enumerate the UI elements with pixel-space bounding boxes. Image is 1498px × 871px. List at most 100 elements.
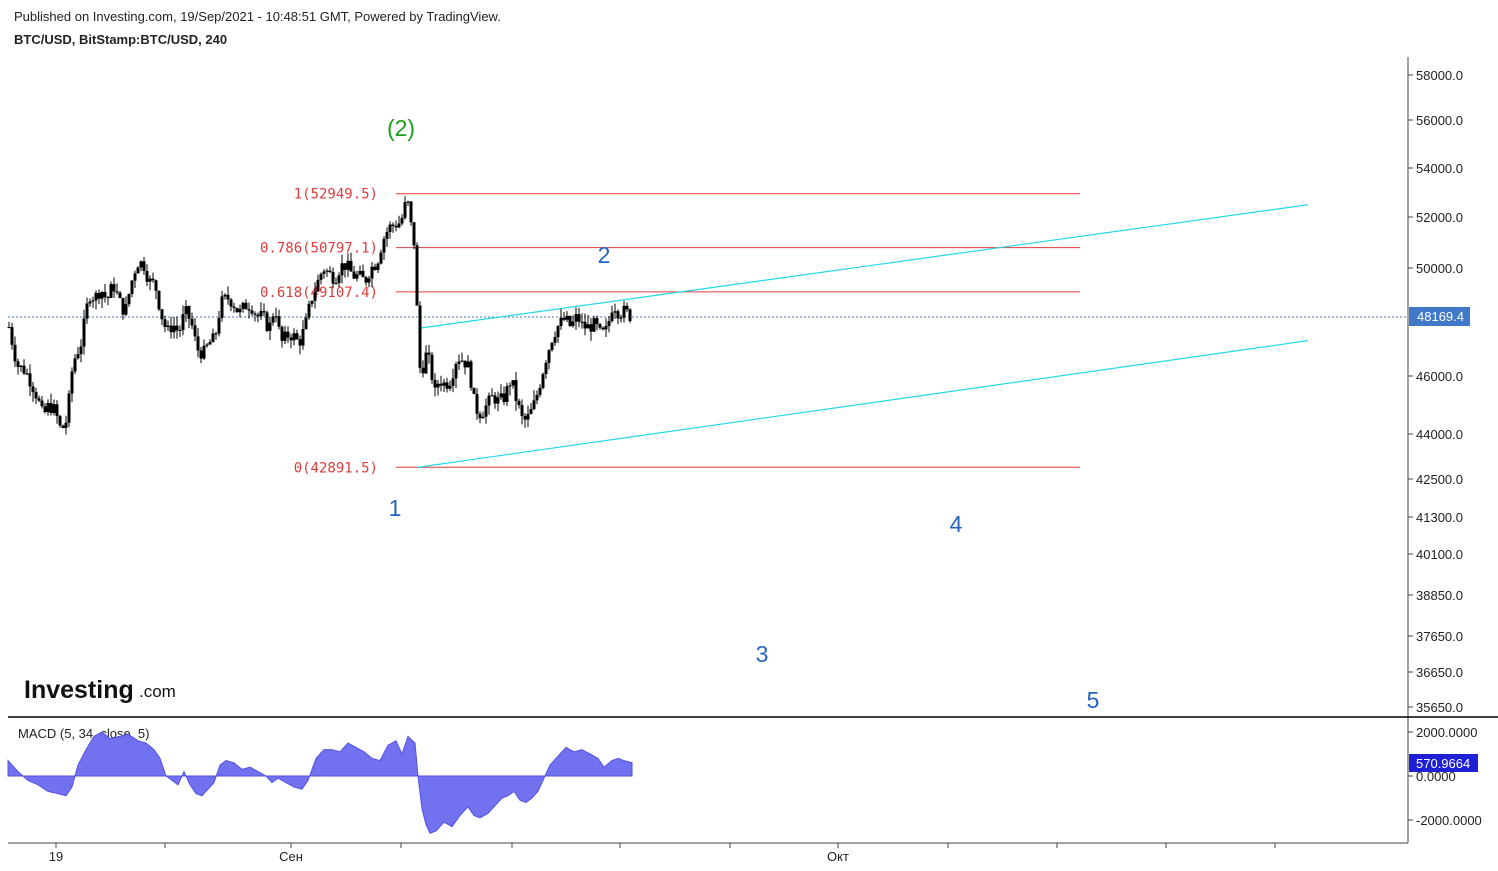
price-tick-label: 40100.0 xyxy=(1416,547,1463,562)
candle-body xyxy=(34,392,38,399)
fib-retracement[interactable]: 1(52949.5) 0.786(50797.1) 0.618(49107.4) 0(… xyxy=(260,187,1080,477)
candle-body xyxy=(112,284,116,292)
candle-body xyxy=(493,395,497,404)
candle-body xyxy=(388,224,392,232)
candle-body xyxy=(130,280,134,294)
candle-body xyxy=(541,374,545,388)
candle-body xyxy=(358,270,362,275)
candle-body xyxy=(394,225,398,228)
trend-channel[interactable] xyxy=(417,204,1309,468)
candle-body xyxy=(385,231,389,239)
candle-body xyxy=(577,314,581,322)
candle-body xyxy=(382,238,386,253)
candle-body xyxy=(274,316,278,318)
candle-body xyxy=(334,283,338,285)
candle-body xyxy=(58,416,62,426)
candle-body xyxy=(106,297,110,299)
price-tick-label: 41300.0 xyxy=(1416,510,1463,525)
candle-body xyxy=(478,413,482,419)
candle-body xyxy=(538,387,542,395)
candle-body xyxy=(502,393,506,402)
candle-body xyxy=(352,271,356,279)
price-tick-label: 44000.0 xyxy=(1416,427,1463,442)
time-tick-label: Окт xyxy=(827,849,849,864)
candle-body xyxy=(481,416,485,419)
svg-text:48169.4: 48169.4 xyxy=(1417,309,1464,324)
candle-body xyxy=(565,316,569,320)
price-tick-label: 58000.0 xyxy=(1416,68,1463,83)
candle-body xyxy=(31,386,35,393)
candle-body xyxy=(220,296,224,318)
candle-body xyxy=(529,409,533,414)
candle-body xyxy=(427,352,431,355)
candle-body xyxy=(556,325,560,338)
candle-body xyxy=(298,339,302,346)
candle-body xyxy=(490,395,494,397)
candle-body xyxy=(475,393,479,414)
macd-histogram xyxy=(7,731,633,834)
candle-body xyxy=(433,379,437,388)
candle-body xyxy=(91,300,95,302)
candle-body xyxy=(511,380,515,386)
candle-body xyxy=(580,321,584,323)
candle-body xyxy=(436,383,440,388)
investing-logo: Investing .com xyxy=(24,676,176,704)
wave-label-2-primary: (2) xyxy=(387,115,415,141)
candle-body xyxy=(154,280,158,291)
macd-tick-label: -2000.0000 xyxy=(1416,813,1482,828)
candle-body xyxy=(94,292,98,301)
candle-body xyxy=(547,350,551,363)
candle-body xyxy=(448,385,452,389)
candle-body xyxy=(229,299,233,307)
price-axis: 58000.0 56000.0 54000.0 52000.0 50000.0 46000… xyxy=(1408,68,1463,715)
candle-body xyxy=(409,201,413,223)
wave-label-3: 3 xyxy=(756,641,769,667)
candle-body xyxy=(442,382,446,386)
candle-body xyxy=(499,393,503,398)
candle-body xyxy=(292,333,296,341)
wave-label-2: 2 xyxy=(598,242,611,268)
candle-body xyxy=(301,329,305,346)
candle-body xyxy=(604,325,608,330)
candle-body xyxy=(253,313,257,315)
price-tick-label: 36650.0 xyxy=(1416,665,1463,680)
candle-body xyxy=(544,362,548,375)
candle-body xyxy=(328,270,332,273)
candle-body xyxy=(532,400,536,410)
svg-text:.com: .com xyxy=(139,682,176,701)
fib-level-label: 1(52949.5) xyxy=(294,187,378,203)
published-caption: Published on Investing.com, 19/Sep/2021 … xyxy=(14,9,501,24)
candle-body xyxy=(568,316,572,326)
channel-line xyxy=(417,204,1309,330)
candle-body xyxy=(133,273,137,281)
candle-body xyxy=(7,327,11,329)
candle-body xyxy=(205,344,209,346)
candle-body xyxy=(616,311,620,319)
candle-body xyxy=(175,325,179,331)
candle-body xyxy=(166,325,170,327)
candle-body xyxy=(190,318,194,326)
candle-body xyxy=(124,304,128,315)
candle-body xyxy=(415,245,419,306)
candle-body xyxy=(25,373,29,375)
candle-body xyxy=(277,316,281,327)
candle-body xyxy=(514,380,518,401)
candle-body xyxy=(184,306,188,315)
svg-text:Investing: Investing xyxy=(24,676,134,704)
candle-body xyxy=(295,333,299,340)
candle-body xyxy=(76,354,80,359)
candle-body xyxy=(250,310,254,314)
candle-body xyxy=(127,293,131,305)
candle-body xyxy=(562,317,566,320)
macd-axis: 2000.0000 0.0000 -2000.0000 xyxy=(1408,725,1482,828)
macd-tick-label: 2000.0000 xyxy=(1416,725,1477,740)
candle-body xyxy=(64,422,68,428)
candle-body xyxy=(19,365,23,368)
candle-body xyxy=(13,344,17,362)
candle-body xyxy=(271,316,275,323)
candle-body xyxy=(16,361,20,368)
macd-tick-label: 0.0000 xyxy=(1416,769,1456,784)
candle-body xyxy=(313,291,317,301)
wave-label-4: 4 xyxy=(950,511,963,537)
